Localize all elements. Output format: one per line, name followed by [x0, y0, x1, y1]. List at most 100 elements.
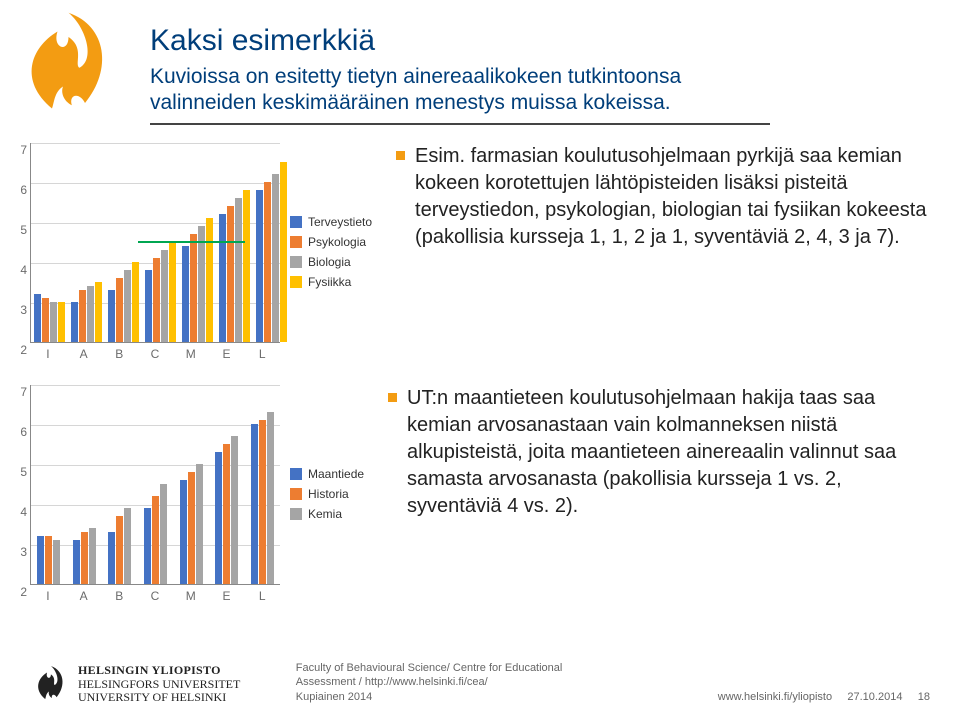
bar	[215, 452, 222, 584]
legend-swatch	[290, 508, 302, 520]
bar-group	[142, 242, 179, 342]
bar-group	[138, 484, 174, 584]
bar	[231, 436, 238, 584]
legend-swatch	[290, 216, 302, 228]
ytick: 7	[20, 143, 31, 157]
bar	[71, 302, 78, 342]
uni-text: HELSINGIN YLIOPISTO HELSINGFORS UNIVERSI…	[78, 664, 240, 704]
legend-label: Kemia	[308, 507, 342, 521]
xtick: L	[244, 347, 280, 361]
legend-label: Biologia	[308, 255, 351, 269]
legend-swatch	[290, 236, 302, 248]
bullet-1-text: Esim. farmasian koulutusohjelmaan pyrkij…	[415, 143, 930, 251]
ytick: 6	[20, 183, 31, 197]
bar	[169, 242, 176, 342]
page-subtitle: Kuvioissa on esitetty tietyn ainereaalik…	[150, 64, 770, 125]
ytick: 4	[20, 505, 31, 519]
reference-line	[138, 241, 245, 243]
bar	[190, 234, 197, 342]
chart-1: 234567IABCMEL	[30, 143, 280, 361]
bar	[87, 286, 94, 342]
header: Kaksi esimerkkiä Kuvioissa on esitetty t…	[150, 24, 770, 125]
slide: Kaksi esimerkkiä Kuvioissa on esitetty t…	[0, 0, 960, 712]
bar	[267, 412, 274, 584]
xtick: A	[66, 589, 102, 603]
bar	[42, 298, 49, 342]
legend-item: Kemia	[290, 507, 364, 521]
bar-group	[244, 412, 280, 584]
footer-page: 18	[918, 691, 930, 703]
legend-label: Psykologia	[308, 235, 366, 249]
bar	[108, 532, 115, 584]
bar	[264, 182, 271, 342]
bullet-2: UT:n maantieteen koulutusohjelmaan hakij…	[388, 385, 930, 520]
bar-group	[67, 528, 103, 584]
xtick: A	[66, 347, 102, 361]
bullet-square-icon	[388, 393, 397, 402]
xtick: C	[137, 347, 173, 361]
bar	[198, 226, 205, 342]
bar-group	[102, 508, 138, 584]
footer-center-2: Assessment / http://www.helsinki.fi/cea/	[296, 675, 563, 689]
chart-2: 234567IABCMEL	[30, 385, 280, 603]
xtick: B	[101, 589, 137, 603]
bar	[280, 162, 287, 342]
bar	[124, 508, 131, 584]
xtick: I	[30, 347, 66, 361]
bar	[272, 174, 279, 342]
bar-group	[31, 536, 67, 584]
row-2: 234567IABCMEL Maantiede Historia Kemia UT:…	[30, 385, 930, 603]
xtick: M	[173, 347, 209, 361]
bar-group	[68, 282, 105, 342]
bar	[73, 540, 80, 584]
bar	[235, 198, 242, 342]
legend-swatch	[290, 488, 302, 500]
legend-item: Fysiikka	[290, 275, 372, 289]
bar	[152, 496, 159, 584]
bullet-2-wrap: UT:n maantieteen koulutusohjelmaan hakij…	[388, 385, 930, 520]
flame-logo	[8, 4, 118, 114]
page-title: Kaksi esimerkkiä	[150, 24, 770, 58]
bar	[45, 536, 52, 584]
ytick: 6	[20, 425, 31, 439]
chart-2-wrap: 234567IABCMEL Maantiede Historia Kemia	[30, 385, 364, 603]
footer-date: 27.10.2014	[847, 691, 902, 703]
bar	[219, 214, 226, 342]
xtick: B	[101, 347, 137, 361]
bar	[95, 282, 102, 342]
bar	[182, 246, 189, 342]
bar	[153, 258, 160, 342]
bar	[116, 516, 123, 584]
legend-label: Maantiede	[308, 467, 364, 481]
bar	[223, 444, 230, 584]
bullet-1-wrap: Esim. farmasian koulutusohjelmaan pyrkij…	[396, 143, 930, 251]
chart-plot: 234567	[30, 385, 280, 585]
row-1: 234567IABCMEL TerveystietoPsykologiaBiol…	[30, 143, 930, 361]
bar	[160, 484, 167, 584]
ytick: 4	[20, 263, 31, 277]
bar	[243, 190, 250, 342]
bar-group	[216, 190, 253, 342]
chart-1-wrap: 234567IABCMEL TerveystietoPsykologiaBiol…	[30, 143, 372, 361]
bar	[79, 290, 86, 342]
ytick: 7	[20, 385, 31, 399]
legend-item: Maantiede	[290, 467, 364, 481]
bar	[188, 472, 195, 584]
legend-item: Historia	[290, 487, 364, 501]
bar	[161, 250, 168, 342]
bar	[124, 270, 131, 342]
uni-flame-icon	[30, 663, 68, 704]
bar	[116, 278, 123, 342]
ytick: 3	[20, 303, 31, 317]
chart-plot: 234567	[30, 143, 280, 343]
bar	[145, 270, 152, 342]
legend-item: Biologia	[290, 255, 372, 269]
ytick: 5	[20, 465, 31, 479]
xtick: E	[209, 589, 245, 603]
ytick: 5	[20, 223, 31, 237]
legend-swatch	[290, 468, 302, 480]
bar-group	[253, 162, 290, 342]
footer-center-3: Kupiainen 2014	[296, 690, 563, 704]
bar	[196, 464, 203, 584]
bar	[251, 424, 258, 584]
